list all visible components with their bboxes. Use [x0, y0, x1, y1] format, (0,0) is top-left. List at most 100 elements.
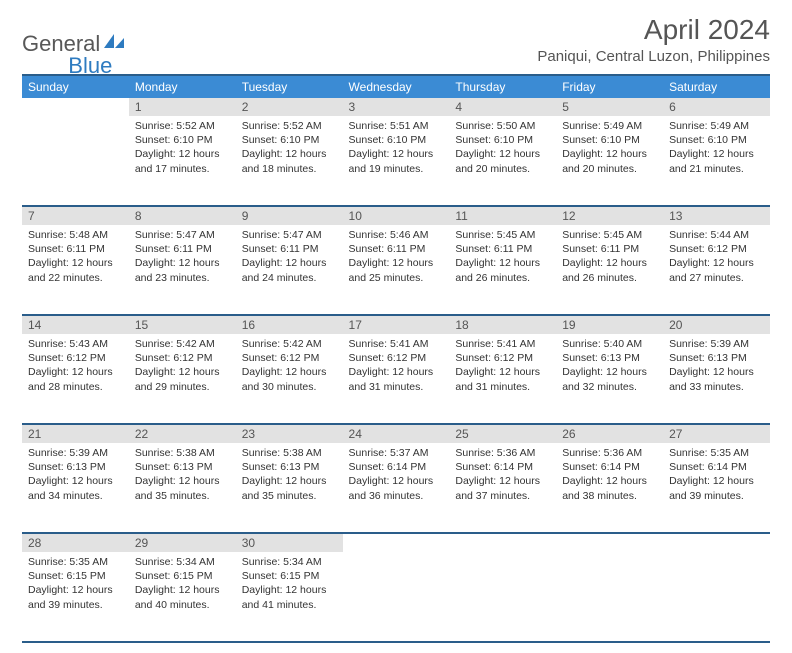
day-number-cell: 22 — [129, 424, 236, 443]
day-number-cell: 14 — [22, 315, 129, 334]
day-number-cell: 13 — [663, 206, 770, 225]
day-cell-body: Sunrise: 5:34 AMSunset: 6:15 PMDaylight:… — [236, 552, 343, 616]
day-cell: Sunrise: 5:38 AMSunset: 6:13 PMDaylight:… — [236, 443, 343, 533]
day-body-row: Sunrise: 5:48 AMSunset: 6:11 PMDaylight:… — [22, 225, 770, 315]
day-cell — [343, 552, 450, 642]
header-right: April 2024 Paniqui, Central Luzon, Phili… — [537, 14, 770, 65]
day-number-cell — [663, 533, 770, 552]
day-number-cell — [22, 98, 129, 116]
day-number-cell: 9 — [236, 206, 343, 225]
day-number-cell — [556, 533, 663, 552]
day-number-cell: 7 — [22, 206, 129, 225]
day-cell-body: Sunrise: 5:39 AMSunset: 6:13 PMDaylight:… — [663, 334, 770, 398]
day-cell: Sunrise: 5:46 AMSunset: 6:11 PMDaylight:… — [343, 225, 450, 315]
weekday-header: Thursday — [449, 75, 556, 98]
day-cell-body: Sunrise: 5:40 AMSunset: 6:13 PMDaylight:… — [556, 334, 663, 398]
day-cell-body: Sunrise: 5:35 AMSunset: 6:15 PMDaylight:… — [22, 552, 129, 616]
day-cell: Sunrise: 5:39 AMSunset: 6:13 PMDaylight:… — [22, 443, 129, 533]
day-number-cell: 8 — [129, 206, 236, 225]
day-cell-body: Sunrise: 5:36 AMSunset: 6:14 PMDaylight:… — [449, 443, 556, 507]
day-number-cell: 5 — [556, 98, 663, 116]
day-number-cell — [449, 533, 556, 552]
day-cell-body: Sunrise: 5:37 AMSunset: 6:14 PMDaylight:… — [343, 443, 450, 507]
day-cell-body: Sunrise: 5:34 AMSunset: 6:15 PMDaylight:… — [129, 552, 236, 616]
day-cell-body: Sunrise: 5:52 AMSunset: 6:10 PMDaylight:… — [236, 116, 343, 180]
weekday-header: Monday — [129, 75, 236, 98]
day-cell: Sunrise: 5:41 AMSunset: 6:12 PMDaylight:… — [449, 334, 556, 424]
weekday-header: Saturday — [663, 75, 770, 98]
day-cell: Sunrise: 5:48 AMSunset: 6:11 PMDaylight:… — [22, 225, 129, 315]
day-cell: Sunrise: 5:45 AMSunset: 6:11 PMDaylight:… — [449, 225, 556, 315]
day-cell: Sunrise: 5:45 AMSunset: 6:11 PMDaylight:… — [556, 225, 663, 315]
day-number-row: 21222324252627 — [22, 424, 770, 443]
day-cell-body: Sunrise: 5:47 AMSunset: 6:11 PMDaylight:… — [129, 225, 236, 289]
logo-text-blue: Blue — [68, 53, 112, 79]
day-cell: Sunrise: 5:43 AMSunset: 6:12 PMDaylight:… — [22, 334, 129, 424]
day-body-row: Sunrise: 5:52 AMSunset: 6:10 PMDaylight:… — [22, 116, 770, 206]
day-body-row: Sunrise: 5:43 AMSunset: 6:12 PMDaylight:… — [22, 334, 770, 424]
day-number-row: 123456 — [22, 98, 770, 116]
day-number-cell: 27 — [663, 424, 770, 443]
day-cell: Sunrise: 5:47 AMSunset: 6:11 PMDaylight:… — [236, 225, 343, 315]
day-number-cell: 10 — [343, 206, 450, 225]
day-number-cell: 12 — [556, 206, 663, 225]
day-cell: Sunrise: 5:36 AMSunset: 6:14 PMDaylight:… — [449, 443, 556, 533]
day-cell-body: Sunrise: 5:42 AMSunset: 6:12 PMDaylight:… — [129, 334, 236, 398]
calendar-table: SundayMondayTuesdayWednesdayThursdayFrid… — [22, 74, 770, 643]
day-cell-body: Sunrise: 5:36 AMSunset: 6:14 PMDaylight:… — [556, 443, 663, 507]
day-body-row: Sunrise: 5:35 AMSunset: 6:15 PMDaylight:… — [22, 552, 770, 642]
day-cell-body: Sunrise: 5:49 AMSunset: 6:10 PMDaylight:… — [663, 116, 770, 180]
day-cell-body: Sunrise: 5:48 AMSunset: 6:11 PMDaylight:… — [22, 225, 129, 289]
day-cell-body: Sunrise: 5:43 AMSunset: 6:12 PMDaylight:… — [22, 334, 129, 398]
day-number-cell: 6 — [663, 98, 770, 116]
day-cell-body: Sunrise: 5:35 AMSunset: 6:14 PMDaylight:… — [663, 443, 770, 507]
day-cell-body: Sunrise: 5:38 AMSunset: 6:13 PMDaylight:… — [236, 443, 343, 507]
day-cell-body: Sunrise: 5:51 AMSunset: 6:10 PMDaylight:… — [343, 116, 450, 180]
day-cell-body: Sunrise: 5:38 AMSunset: 6:13 PMDaylight:… — [129, 443, 236, 507]
day-cell: Sunrise: 5:50 AMSunset: 6:10 PMDaylight:… — [449, 116, 556, 206]
day-cell — [22, 116, 129, 206]
month-title: April 2024 — [537, 14, 770, 46]
day-number-cell: 3 — [343, 98, 450, 116]
day-cell-body: Sunrise: 5:45 AMSunset: 6:11 PMDaylight:… — [449, 225, 556, 289]
day-cell-body: Sunrise: 5:50 AMSunset: 6:10 PMDaylight:… — [449, 116, 556, 180]
day-cell: Sunrise: 5:36 AMSunset: 6:14 PMDaylight:… — [556, 443, 663, 533]
day-number-cell: 2 — [236, 98, 343, 116]
day-cell-body: Sunrise: 5:41 AMSunset: 6:12 PMDaylight:… — [449, 334, 556, 398]
day-cell: Sunrise: 5:41 AMSunset: 6:12 PMDaylight:… — [343, 334, 450, 424]
day-number-cell: 16 — [236, 315, 343, 334]
weekday-header: Friday — [556, 75, 663, 98]
day-number-cell: 30 — [236, 533, 343, 552]
day-number-cell: 29 — [129, 533, 236, 552]
day-cell: Sunrise: 5:47 AMSunset: 6:11 PMDaylight:… — [129, 225, 236, 315]
weekday-header-row: SundayMondayTuesdayWednesdayThursdayFrid… — [22, 75, 770, 98]
day-number-cell: 21 — [22, 424, 129, 443]
day-cell: Sunrise: 5:35 AMSunset: 6:15 PMDaylight:… — [22, 552, 129, 642]
day-cell-body: Sunrise: 5:39 AMSunset: 6:13 PMDaylight:… — [22, 443, 129, 507]
day-cell: Sunrise: 5:44 AMSunset: 6:12 PMDaylight:… — [663, 225, 770, 315]
day-cell-body: Sunrise: 5:45 AMSunset: 6:11 PMDaylight:… — [556, 225, 663, 289]
day-cell-body: Sunrise: 5:49 AMSunset: 6:10 PMDaylight:… — [556, 116, 663, 180]
header-row: General Blue April 2024 Paniqui, Central… — [22, 14, 770, 68]
day-number-cell: 15 — [129, 315, 236, 334]
day-cell: Sunrise: 5:39 AMSunset: 6:13 PMDaylight:… — [663, 334, 770, 424]
day-cell-body: Sunrise: 5:44 AMSunset: 6:12 PMDaylight:… — [663, 225, 770, 289]
day-number-cell: 28 — [22, 533, 129, 552]
location-text: Paniqui, Central Luzon, Philippines — [537, 48, 770, 65]
day-number-row: 282930 — [22, 533, 770, 552]
day-cell: Sunrise: 5:38 AMSunset: 6:13 PMDaylight:… — [129, 443, 236, 533]
day-cell: Sunrise: 5:37 AMSunset: 6:14 PMDaylight:… — [343, 443, 450, 533]
day-cell: Sunrise: 5:35 AMSunset: 6:14 PMDaylight:… — [663, 443, 770, 533]
day-number-cell: 11 — [449, 206, 556, 225]
day-cell-body: Sunrise: 5:42 AMSunset: 6:12 PMDaylight:… — [236, 334, 343, 398]
day-number-cell: 4 — [449, 98, 556, 116]
day-cell: Sunrise: 5:42 AMSunset: 6:12 PMDaylight:… — [129, 334, 236, 424]
day-cell — [449, 552, 556, 642]
day-cell — [663, 552, 770, 642]
day-cell: Sunrise: 5:51 AMSunset: 6:10 PMDaylight:… — [343, 116, 450, 206]
logo: General Blue — [22, 14, 150, 68]
day-number-cell: 23 — [236, 424, 343, 443]
day-number-cell: 19 — [556, 315, 663, 334]
day-cell-body: Sunrise: 5:47 AMSunset: 6:11 PMDaylight:… — [236, 225, 343, 289]
day-number-row: 78910111213 — [22, 206, 770, 225]
